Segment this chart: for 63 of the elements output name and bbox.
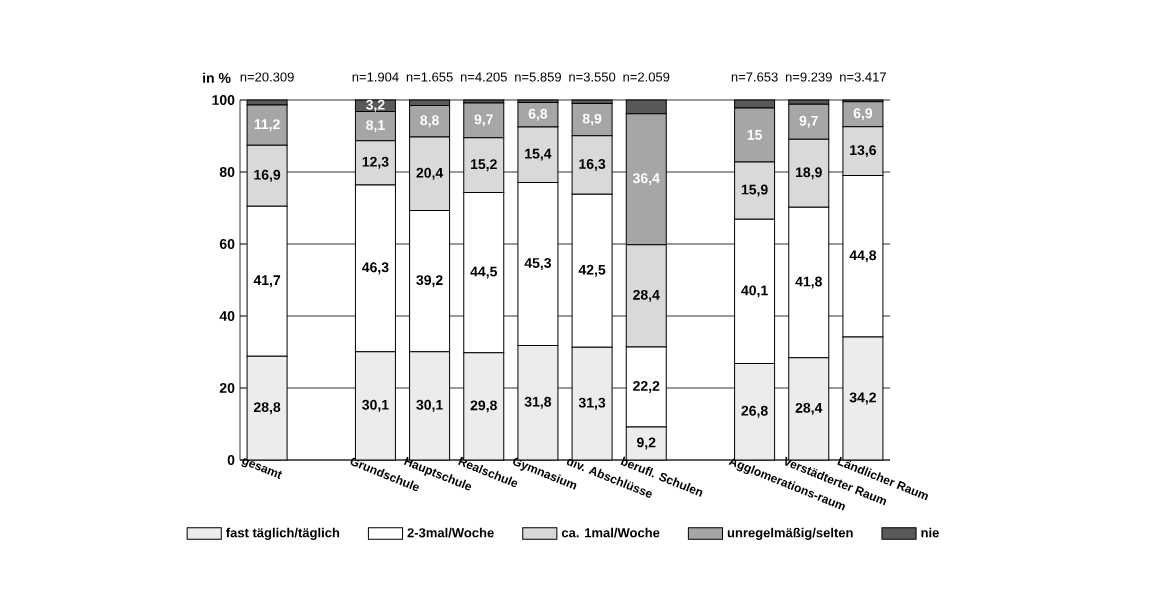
data-label: 15,4 [525,148,552,161]
data-label: 15,9 [741,184,768,197]
data-label: 9,7 [474,114,493,127]
data-label: 9,2 [637,437,656,450]
data-label: 34,2 [849,392,876,405]
data-label: 11,2 [254,119,280,132]
data-label: 8,1 [366,120,385,133]
data-label: 6,8 [528,108,548,121]
data-label: 41,7 [253,275,281,288]
data-label: 29,8 [470,400,497,413]
data-label: 42,5 [578,264,606,277]
data-label: 12,3 [362,156,389,169]
y-axis-title: in % [203,72,231,83]
y-tick-label: 20 [219,383,235,393]
data-label: 30,1 [416,399,443,412]
text: n=4.205 [460,72,507,82]
data-label: 8,8 [420,115,439,128]
text: n=7.653 [731,72,778,82]
data-label: 39,2 [416,275,443,288]
data-label: 18,9 [796,167,822,180]
data-label: 16,3 [579,159,606,171]
data-label: 3,2 [366,99,385,112]
data-label: 31,8 [524,396,552,409]
data-label: 13,6 [850,145,877,158]
data-label: 28,4 [633,289,660,302]
text: n=5.859 [515,72,561,82]
data-label: 28,8 [253,402,281,415]
legend-label: unregelmäßig/selten [727,527,853,540]
data-label: 30,1 [362,399,389,412]
data-label: 41,8 [795,276,822,289]
data-label: 6,9 [853,108,873,121]
legend-label: nie [921,527,939,538]
text: n=1.655 [406,72,453,82]
legend-label: 2-3mal/Woche [407,527,494,538]
text: n=3.550 [569,72,616,82]
legend-label: ca. 1mal/Woche [561,527,660,538]
data-label: 15,2 [471,159,497,172]
y-tick-label: 80 [219,167,235,177]
y-tick-label: 40 [219,311,235,321]
data-label: 16,9 [254,169,281,182]
data-label: 44,8 [849,250,877,263]
data-label: 44,5 [470,266,497,279]
data-label: 31,3 [578,397,606,410]
text: n=3.417 [840,72,886,82]
y-tick-label: 100 [212,95,235,105]
data-label: 15 [747,130,762,140]
data-label: 26,8 [741,405,768,418]
data-label: 45,3 [524,258,552,270]
legend-label: fast täglich/täglich [226,527,340,540]
data-label: 40,1 [741,285,768,298]
text: n=2.059 [623,72,670,82]
data-label: 22,2 [633,380,660,393]
y-tick-label: 60 [219,239,235,249]
data-label: 36,4 [632,173,660,186]
y-tick-label: 0 [227,455,235,465]
data-label: 9,7 [799,115,818,128]
data-label: 20,4 [416,167,444,180]
text: n=20.309 [240,72,294,82]
data-label: 46,3 [362,262,389,275]
data-label: 8,9 [582,113,602,126]
text: n=9.239 [785,72,832,82]
data-label: 28,4 [795,402,823,415]
text: n=1.904 [352,72,399,82]
